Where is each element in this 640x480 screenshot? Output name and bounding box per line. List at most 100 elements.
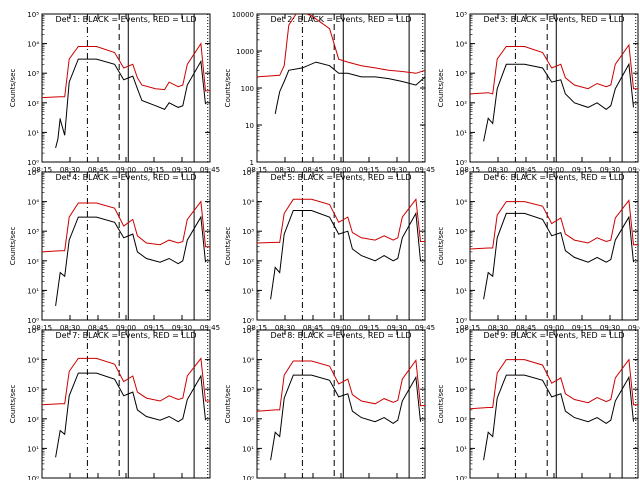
x-tick-label: 08:30 <box>275 166 295 174</box>
x-tick-label: 09:30 <box>600 166 620 174</box>
events-series-line <box>483 212 634 300</box>
x-tick-label: 09:15 <box>144 324 164 332</box>
lld-series-line <box>470 43 638 95</box>
plot-area <box>470 14 638 162</box>
x-tick-label: 09:45 <box>415 324 435 332</box>
y-tick-label: 10⁵ <box>27 327 39 335</box>
y-axis-label: Counts/sec <box>437 385 445 424</box>
y-tick-label: 10⁴ <box>27 41 39 49</box>
x-tick-label: 09:45 <box>415 166 435 174</box>
y-tick-label: 10⁵ <box>27 169 39 177</box>
y-tick-label: 10⁴ <box>242 357 254 365</box>
x-tick-label: 08:45 <box>88 324 108 332</box>
x-tick-label: 09:00 <box>116 324 136 332</box>
plot-frame <box>469 171 639 321</box>
y-tick-label: 10¹ <box>27 287 39 295</box>
x-tick-label: 08:30 <box>275 324 295 332</box>
y-axis-label: Counts/sec <box>9 227 17 266</box>
x-tick-label: 09:30 <box>387 166 407 174</box>
plot-frame <box>256 329 426 479</box>
y-axis-label: Counts/sec <box>437 69 445 108</box>
y-tick-label: 10² <box>455 258 467 266</box>
panel-title: Det 6: BLACK = Events, RED = LLD <box>484 173 625 182</box>
plot-frame <box>469 13 639 163</box>
plot-frame <box>41 171 211 321</box>
panel-title: Det 8: BLACK = Events, RED = LLD <box>271 331 412 340</box>
events-series-line <box>55 372 206 458</box>
plot-area <box>257 172 425 320</box>
events-series-line <box>483 374 634 461</box>
lld-series-line <box>470 358 638 410</box>
x-tick-label: 09:15 <box>359 324 379 332</box>
y-tick-label: 10³ <box>455 386 467 394</box>
x-tick-label: 09:30 <box>600 324 620 332</box>
panel-title: Det 4: BLACK = Events, RED = LLD <box>56 173 197 182</box>
x-tick-label: 08:30 <box>60 324 80 332</box>
x-tick-label: 09:00 <box>331 324 351 332</box>
y-tick-label: 100 <box>241 85 254 93</box>
y-axis-label: Counts/sec <box>437 227 445 266</box>
y-tick-label: 10⁰ <box>455 317 467 325</box>
y-tick-label: 10⁰ <box>242 475 254 480</box>
panel-title: Det 2: BLACK = Events, RED = LLD <box>271 15 412 24</box>
y-axis-label: Counts/sec <box>9 385 17 424</box>
panel-title: Det 7: BLACK = Events, RED = LLD <box>56 331 197 340</box>
x-tick-label: 08:45 <box>516 324 536 332</box>
y-tick-label: 10¹ <box>27 445 39 453</box>
y-tick-label: 10³ <box>455 70 467 78</box>
x-tick-label: 08:30 <box>488 324 508 332</box>
y-tick-label: 10⁵ <box>455 327 467 335</box>
y-tick-label: 10⁰ <box>27 475 39 480</box>
plot-area <box>42 172 210 320</box>
x-tick-label: 09:00 <box>116 166 136 174</box>
y-tick-label: 10¹ <box>242 445 254 453</box>
panel-2: 1 10 100 1000 10000 08:15 08:30 08:45 09:00 09:15… <box>224 11 435 174</box>
x-tick-label: 09:00 <box>544 166 564 174</box>
y-tick-label: 10⁰ <box>27 159 39 167</box>
plot-frame <box>469 329 639 479</box>
x-tick-label: 08:15 <box>247 324 267 332</box>
x-tick-label: 08:45 <box>88 166 108 174</box>
plot-frame <box>41 329 211 479</box>
events-series-line <box>270 210 421 300</box>
y-tick-label: 10⁵ <box>242 169 254 177</box>
x-tick-label: 09:45 <box>628 324 640 332</box>
plot-frame <box>256 13 426 163</box>
y-tick-label: 10⁵ <box>242 327 254 335</box>
x-tick-label: 08:15 <box>460 324 480 332</box>
y-tick-label: 10² <box>455 100 467 108</box>
y-axis-label: Counts/sec <box>9 69 17 108</box>
x-tick-label: 09:00 <box>544 324 564 332</box>
x-tick-label: 09:30 <box>172 166 192 174</box>
y-tick-label: 1000 <box>236 48 254 56</box>
y-tick-label: 10⁵ <box>27 11 39 19</box>
plot-area <box>470 330 638 478</box>
plot-area <box>42 14 210 162</box>
panel-title: Det 1: BLACK = Events, RED = LLD <box>56 15 197 24</box>
y-tick-label: 1 <box>250 159 254 167</box>
plot-area <box>257 14 425 162</box>
y-tick-label: 10³ <box>242 386 254 394</box>
y-axis-label: Counts/sec <box>224 69 232 108</box>
y-tick-label: 10⁰ <box>455 159 467 167</box>
y-tick-label: 10² <box>242 416 254 424</box>
x-tick-label: 08:15 <box>247 166 267 174</box>
y-tick-label: 10³ <box>455 228 467 236</box>
y-tick-label: 10⁴ <box>455 357 467 365</box>
y-axis-label: Counts/sec <box>224 227 232 266</box>
x-tick-label: 09:15 <box>572 166 592 174</box>
y-tick-label: 10¹ <box>455 287 467 295</box>
plot-frame <box>41 13 211 163</box>
y-tick-label: 10⁴ <box>455 41 467 49</box>
y-tick-label: 10⁵ <box>455 11 467 19</box>
y-tick-label: 10000 <box>232 11 254 19</box>
x-tick-label: 09:45 <box>628 166 640 174</box>
y-tick-label: 10⁰ <box>27 317 39 325</box>
y-tick-label: 10³ <box>27 386 39 394</box>
plot-area <box>42 330 210 478</box>
